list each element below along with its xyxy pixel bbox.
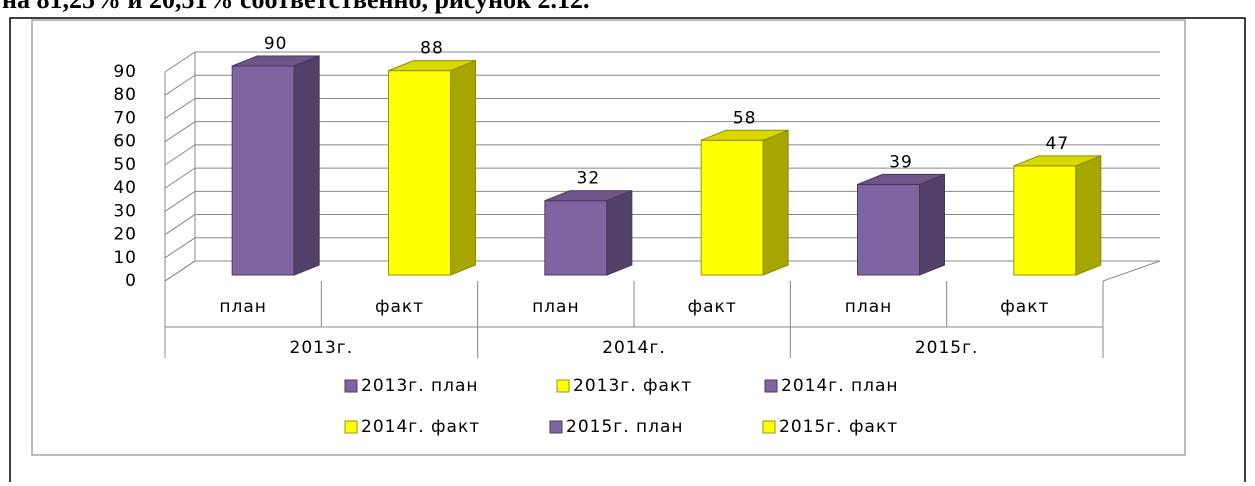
data-label: 90 <box>264 34 288 54</box>
legend-label: 2015г. факт <box>779 417 898 437</box>
x-tick-label: план <box>845 297 893 317</box>
bar-face <box>606 189 633 276</box>
legend-marker <box>344 379 358 393</box>
bar-face <box>857 173 945 185</box>
bar-face <box>700 139 764 276</box>
bar-face <box>1013 155 1102 167</box>
legend-marker <box>764 379 778 393</box>
y-tick-label: 20 <box>113 225 137 245</box>
data-label: 39 <box>889 152 913 172</box>
bar <box>1013 155 1102 276</box>
y-tick-label: 60 <box>113 132 137 152</box>
bar-face <box>919 173 945 276</box>
bar-face <box>388 70 451 276</box>
data-label: 47 <box>1046 134 1070 154</box>
legend-label: 2013г. план <box>361 376 479 396</box>
legend-label: 2015г. план <box>566 417 684 437</box>
bar-face <box>700 129 789 141</box>
data-label: 58 <box>733 108 757 128</box>
legend-label: 2013г. факт <box>573 376 692 396</box>
bar-face <box>450 59 476 276</box>
bar-face <box>544 190 633 202</box>
legend-marker <box>762 420 776 434</box>
legend-marker <box>344 420 358 434</box>
y-tick-label: 10 <box>113 248 137 268</box>
legend-label: 2014г. факт <box>361 417 480 437</box>
y-tick-label: 70 <box>113 108 137 128</box>
legend-label: 2014г. план <box>781 376 899 396</box>
group-label: 2015г. <box>915 338 979 358</box>
data-label: 88 <box>420 39 444 59</box>
x-tick-label: план <box>532 297 580 317</box>
bar-face <box>544 200 608 276</box>
y-tick-label: 30 <box>113 201 137 221</box>
bar <box>388 59 476 276</box>
y-tick-label: 40 <box>113 178 137 198</box>
y-tick-label: 50 <box>113 155 137 175</box>
group-label: 2013г. <box>290 338 354 358</box>
page-frame <box>9 17 1246 482</box>
y-tick-label: 0 <box>125 271 137 291</box>
x-tick-label: факт <box>375 297 424 317</box>
bar-face <box>231 65 295 276</box>
x-tick-label: план <box>219 297 267 317</box>
y-tick-label: 90 <box>113 62 137 82</box>
bar <box>700 129 789 276</box>
y-tick-label: 80 <box>113 85 137 105</box>
bar-face <box>857 183 920 276</box>
bar-face <box>1013 165 1077 276</box>
data-label: 32 <box>577 169 601 189</box>
x-tick-label: факт <box>1000 297 1049 317</box>
bar-face <box>231 55 320 67</box>
bar <box>857 173 945 276</box>
bar <box>544 189 633 276</box>
x-tick-label: факт <box>688 297 737 317</box>
legend-marker <box>549 420 563 434</box>
bar-face <box>293 55 320 276</box>
caption: на 81,25% и 20,51% соответственно, рисун… <box>2 0 590 14</box>
bar-face <box>762 129 789 276</box>
bar-face <box>1075 155 1102 276</box>
bar-face <box>388 60 476 72</box>
group-label: 2014г. <box>602 338 666 358</box>
bar <box>231 55 320 276</box>
legend-marker <box>556 379 570 393</box>
